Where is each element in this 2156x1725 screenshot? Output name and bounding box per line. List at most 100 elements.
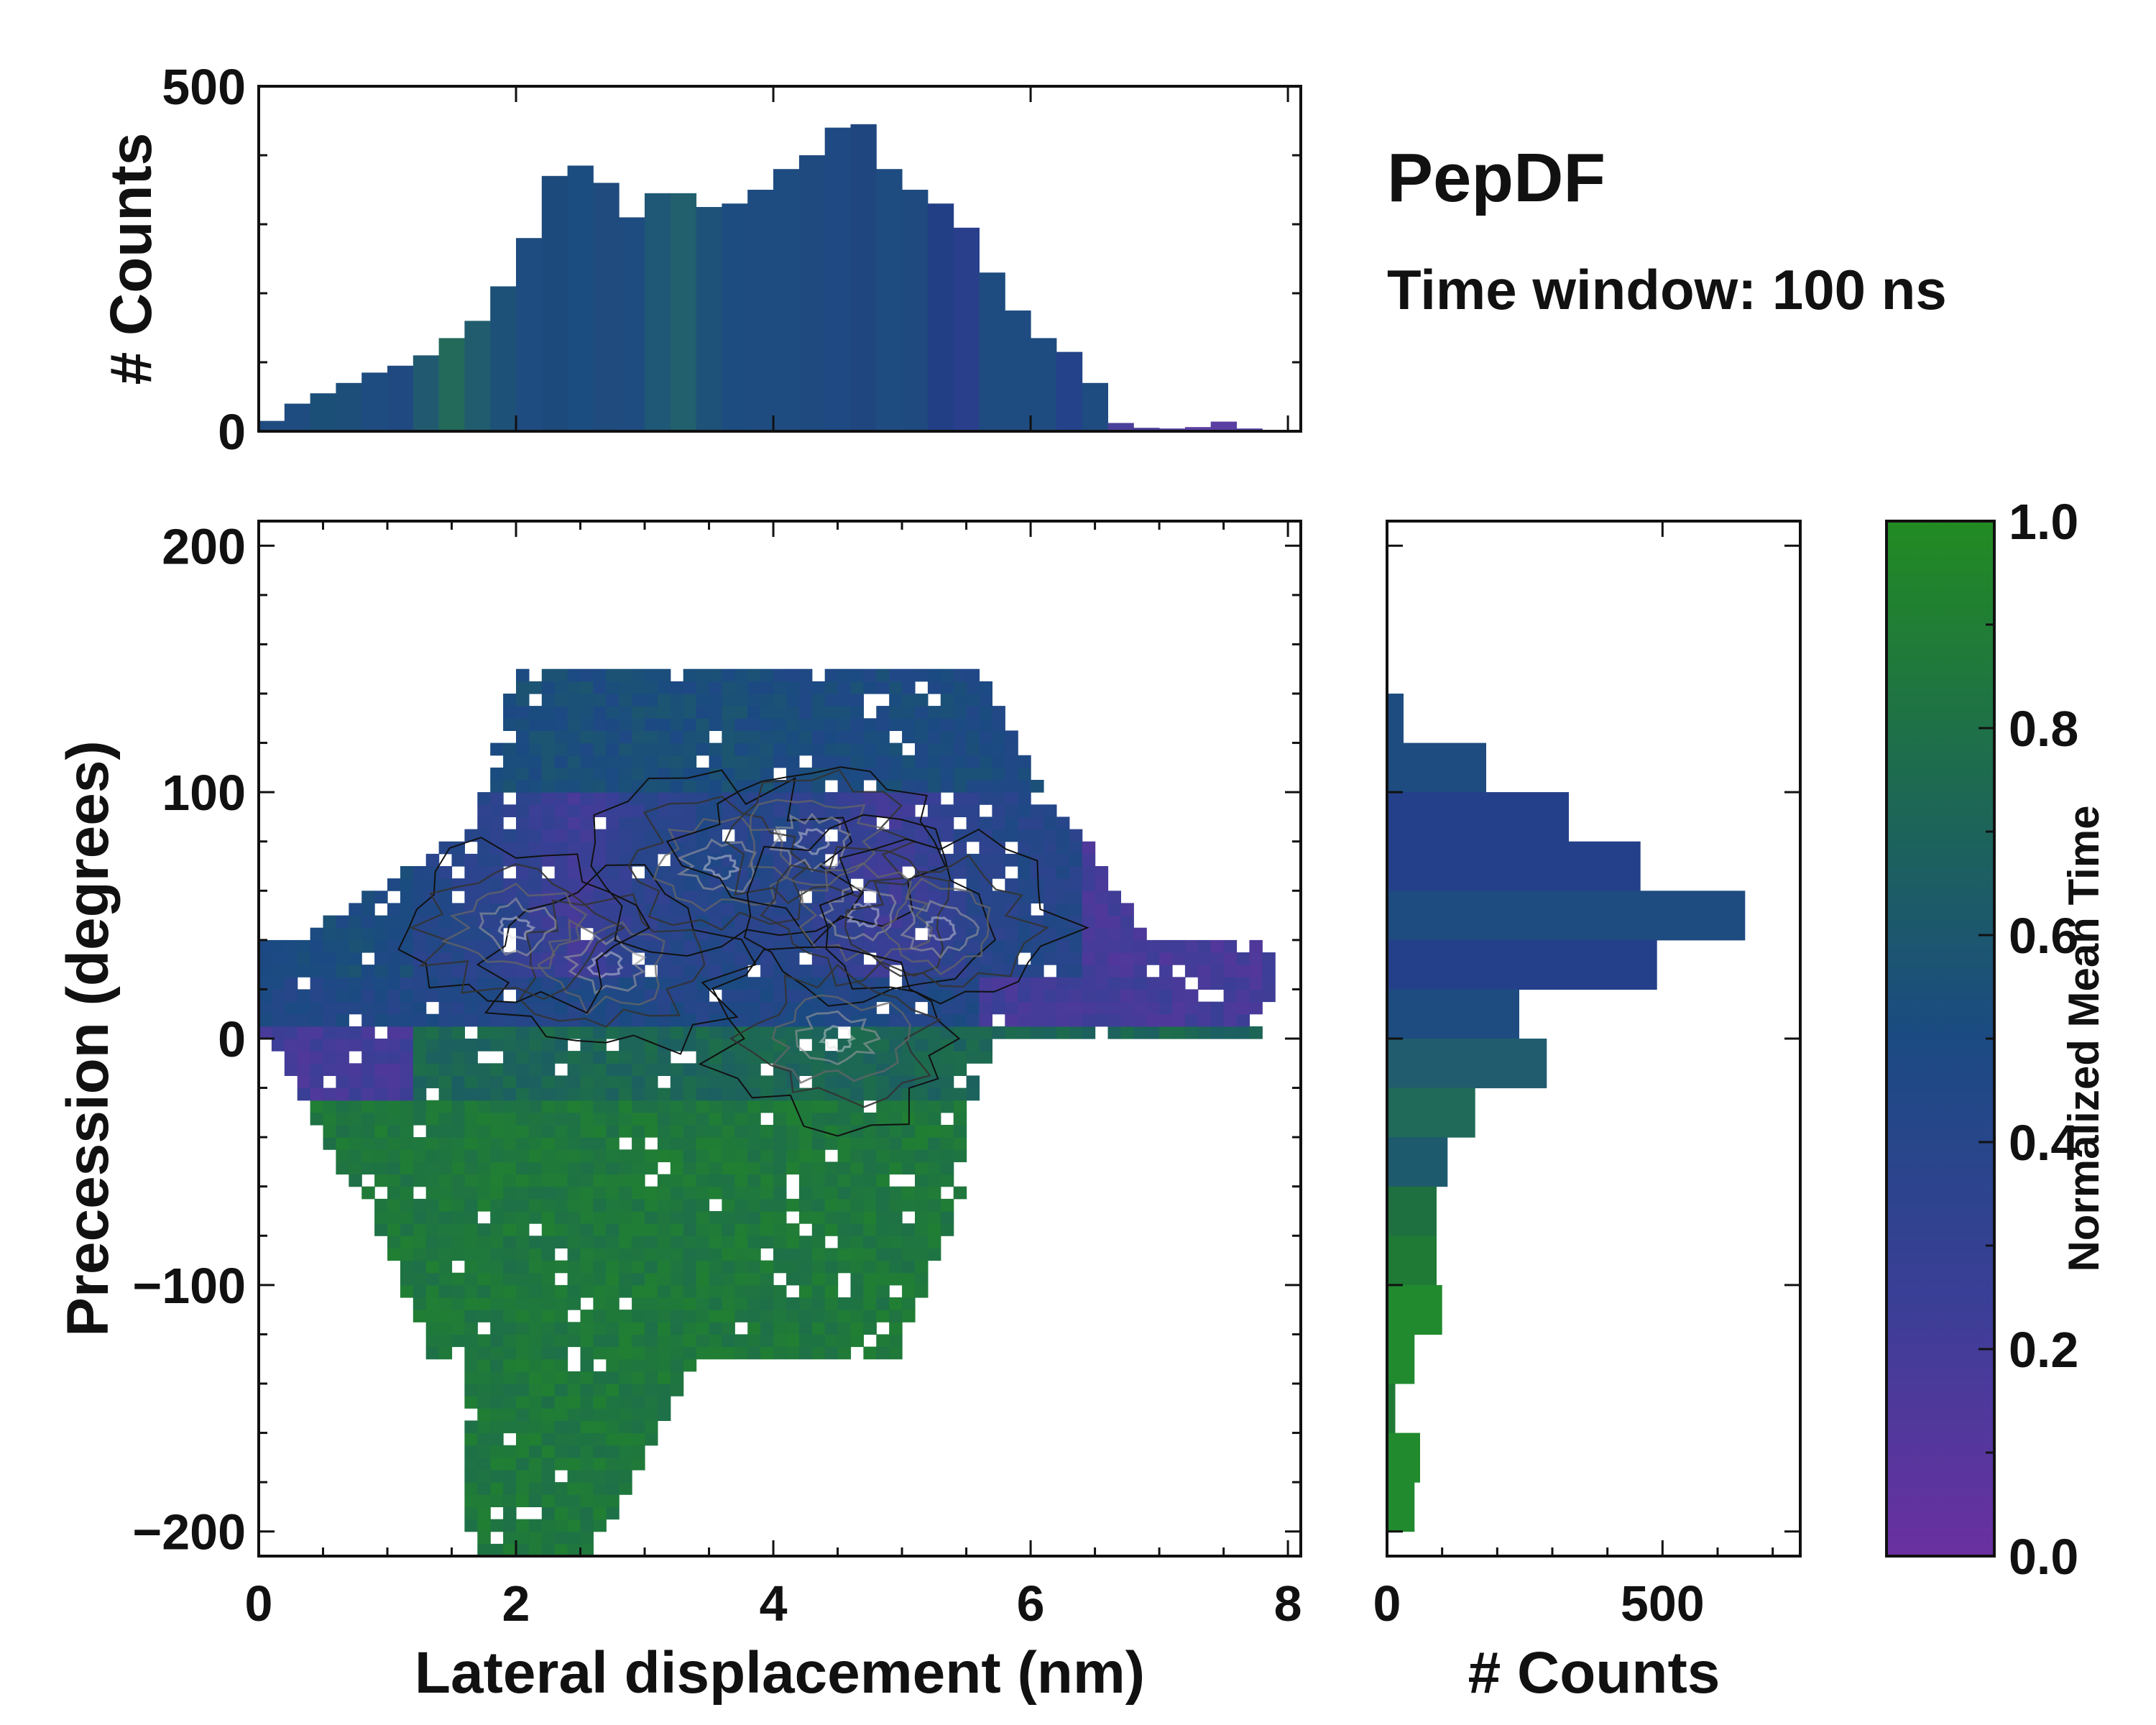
heatmap-cell bbox=[516, 1334, 530, 1348]
heatmap-cell bbox=[451, 1149, 465, 1162]
heatmap-cell bbox=[593, 1075, 607, 1089]
heatmap-cell bbox=[979, 1001, 992, 1015]
heatmap-cell bbox=[940, 1013, 954, 1027]
heatmap-cell bbox=[979, 927, 992, 941]
heatmap-cell bbox=[516, 742, 530, 756]
heatmap-cell bbox=[632, 730, 645, 744]
heatmap-cell bbox=[1082, 853, 1096, 867]
heatmap-cell bbox=[477, 1482, 491, 1495]
contour-line bbox=[518, 893, 706, 1028]
heatmap-cell bbox=[374, 952, 388, 965]
heatmap-cell bbox=[915, 1051, 929, 1064]
heatmap-cell bbox=[645, 1322, 658, 1335]
heatmap-cell bbox=[811, 706, 826, 719]
heatmap-cell bbox=[593, 1482, 607, 1495]
heatmap-cell bbox=[850, 730, 864, 744]
heatmap-cell bbox=[580, 1051, 594, 1064]
heatmap-cell bbox=[619, 1445, 632, 1458]
heatmap-cell bbox=[1262, 977, 1276, 990]
heatmap-cell bbox=[503, 829, 517, 842]
heatmap-cell bbox=[798, 730, 813, 744]
heatmap-cell bbox=[541, 977, 556, 990]
heatmap-cell bbox=[606, 1137, 619, 1150]
heatmap-cell bbox=[940, 1137, 954, 1150]
heatmap-cell bbox=[413, 1272, 427, 1286]
heatmap-cell bbox=[1069, 1013, 1083, 1027]
heatmap-cell bbox=[722, 1162, 735, 1175]
heatmap-cell bbox=[645, 1198, 658, 1212]
heatmap-cell bbox=[683, 1186, 697, 1200]
heatmap-cell bbox=[696, 1198, 710, 1212]
heatmap-cell bbox=[760, 1272, 774, 1286]
heatmap-cell bbox=[1044, 915, 1057, 929]
heatmap-cell bbox=[1005, 730, 1018, 744]
heatmap-cell bbox=[541, 1039, 556, 1052]
heatmap-cell bbox=[1249, 977, 1263, 990]
heatmap-cell bbox=[541, 841, 556, 855]
heatmap-cell bbox=[747, 742, 761, 756]
heatmap-cell bbox=[580, 1445, 594, 1458]
heatmap-cell bbox=[451, 1100, 465, 1113]
heatmap-cell bbox=[1044, 866, 1057, 879]
heatmap-cell bbox=[645, 1260, 658, 1274]
heatmap-cell bbox=[760, 1310, 774, 1322]
heatmap-cell bbox=[451, 1174, 465, 1187]
heatmap-cell bbox=[310, 1063, 324, 1076]
heatmap-cell bbox=[606, 1346, 619, 1360]
heatmap-cell bbox=[876, 804, 890, 817]
heatmap-cell bbox=[722, 903, 735, 916]
heatmap-cell bbox=[670, 1063, 684, 1076]
heatmap-cell bbox=[657, 1322, 671, 1335]
heatmap-cell bbox=[709, 1322, 722, 1335]
heatmap-cell bbox=[824, 1211, 839, 1224]
right-histogram-bar bbox=[1387, 742, 1486, 793]
heatmap-cell bbox=[760, 853, 774, 867]
heatmap-cell bbox=[876, 767, 890, 781]
heatmap-cell bbox=[464, 1125, 478, 1138]
heatmap-cell bbox=[297, 1001, 311, 1015]
heatmap-cell bbox=[323, 1013, 336, 1027]
heatmap-cell bbox=[940, 718, 954, 731]
heatmap-cell bbox=[850, 1310, 864, 1322]
colorbar-tick-label: 1.0 bbox=[2009, 494, 2078, 550]
heatmap-cell bbox=[709, 668, 722, 682]
right-histogram-bar bbox=[1387, 989, 1519, 1039]
heatmap-cell bbox=[490, 1001, 504, 1015]
heatmap-cell bbox=[696, 742, 710, 756]
heatmap-cell bbox=[349, 965, 362, 978]
heatmap-cell bbox=[850, 1248, 864, 1261]
heatmap-cell bbox=[554, 1432, 568, 1446]
heatmap-cell bbox=[490, 816, 504, 830]
heatmap-cell bbox=[683, 1236, 697, 1248]
heatmap-cell bbox=[528, 1543, 543, 1556]
heatmap-cell bbox=[709, 829, 722, 842]
heatmap-cell bbox=[1044, 891, 1057, 903]
heatmap-cell bbox=[786, 1198, 800, 1212]
heatmap-cell bbox=[966, 1026, 980, 1039]
heatmap-cell bbox=[477, 1396, 491, 1409]
heatmap-cell bbox=[696, 1137, 710, 1150]
right-xlabel: # Counts bbox=[1468, 1640, 1720, 1706]
heatmap-cell bbox=[837, 1149, 852, 1162]
heatmap-cell bbox=[747, 1310, 761, 1322]
heatmap-cell bbox=[645, 730, 658, 744]
heatmap-cell bbox=[567, 878, 581, 891]
heatmap-cell bbox=[516, 1310, 530, 1322]
heatmap-cell bbox=[593, 1001, 607, 1015]
heatmap-cell bbox=[490, 1334, 504, 1348]
heatmap-cell bbox=[580, 1482, 594, 1495]
heatmap-cell bbox=[606, 1322, 619, 1335]
heatmap-cell bbox=[490, 1322, 504, 1335]
heatmap-cell bbox=[606, 841, 619, 855]
heatmap-cell bbox=[734, 829, 748, 842]
heatmap-cell bbox=[567, 1260, 581, 1274]
heatmap-cell bbox=[323, 1112, 336, 1126]
heatmap-cell bbox=[798, 1001, 813, 1015]
heatmap-cell bbox=[798, 1236, 813, 1248]
heatmap-cell bbox=[876, 1272, 890, 1286]
heatmap-cell bbox=[1031, 977, 1044, 990]
heatmap-cell bbox=[374, 927, 388, 941]
heatmap-cell bbox=[400, 1051, 414, 1064]
heatmap-cell bbox=[606, 1075, 619, 1089]
heatmap-cell bbox=[992, 866, 1005, 879]
